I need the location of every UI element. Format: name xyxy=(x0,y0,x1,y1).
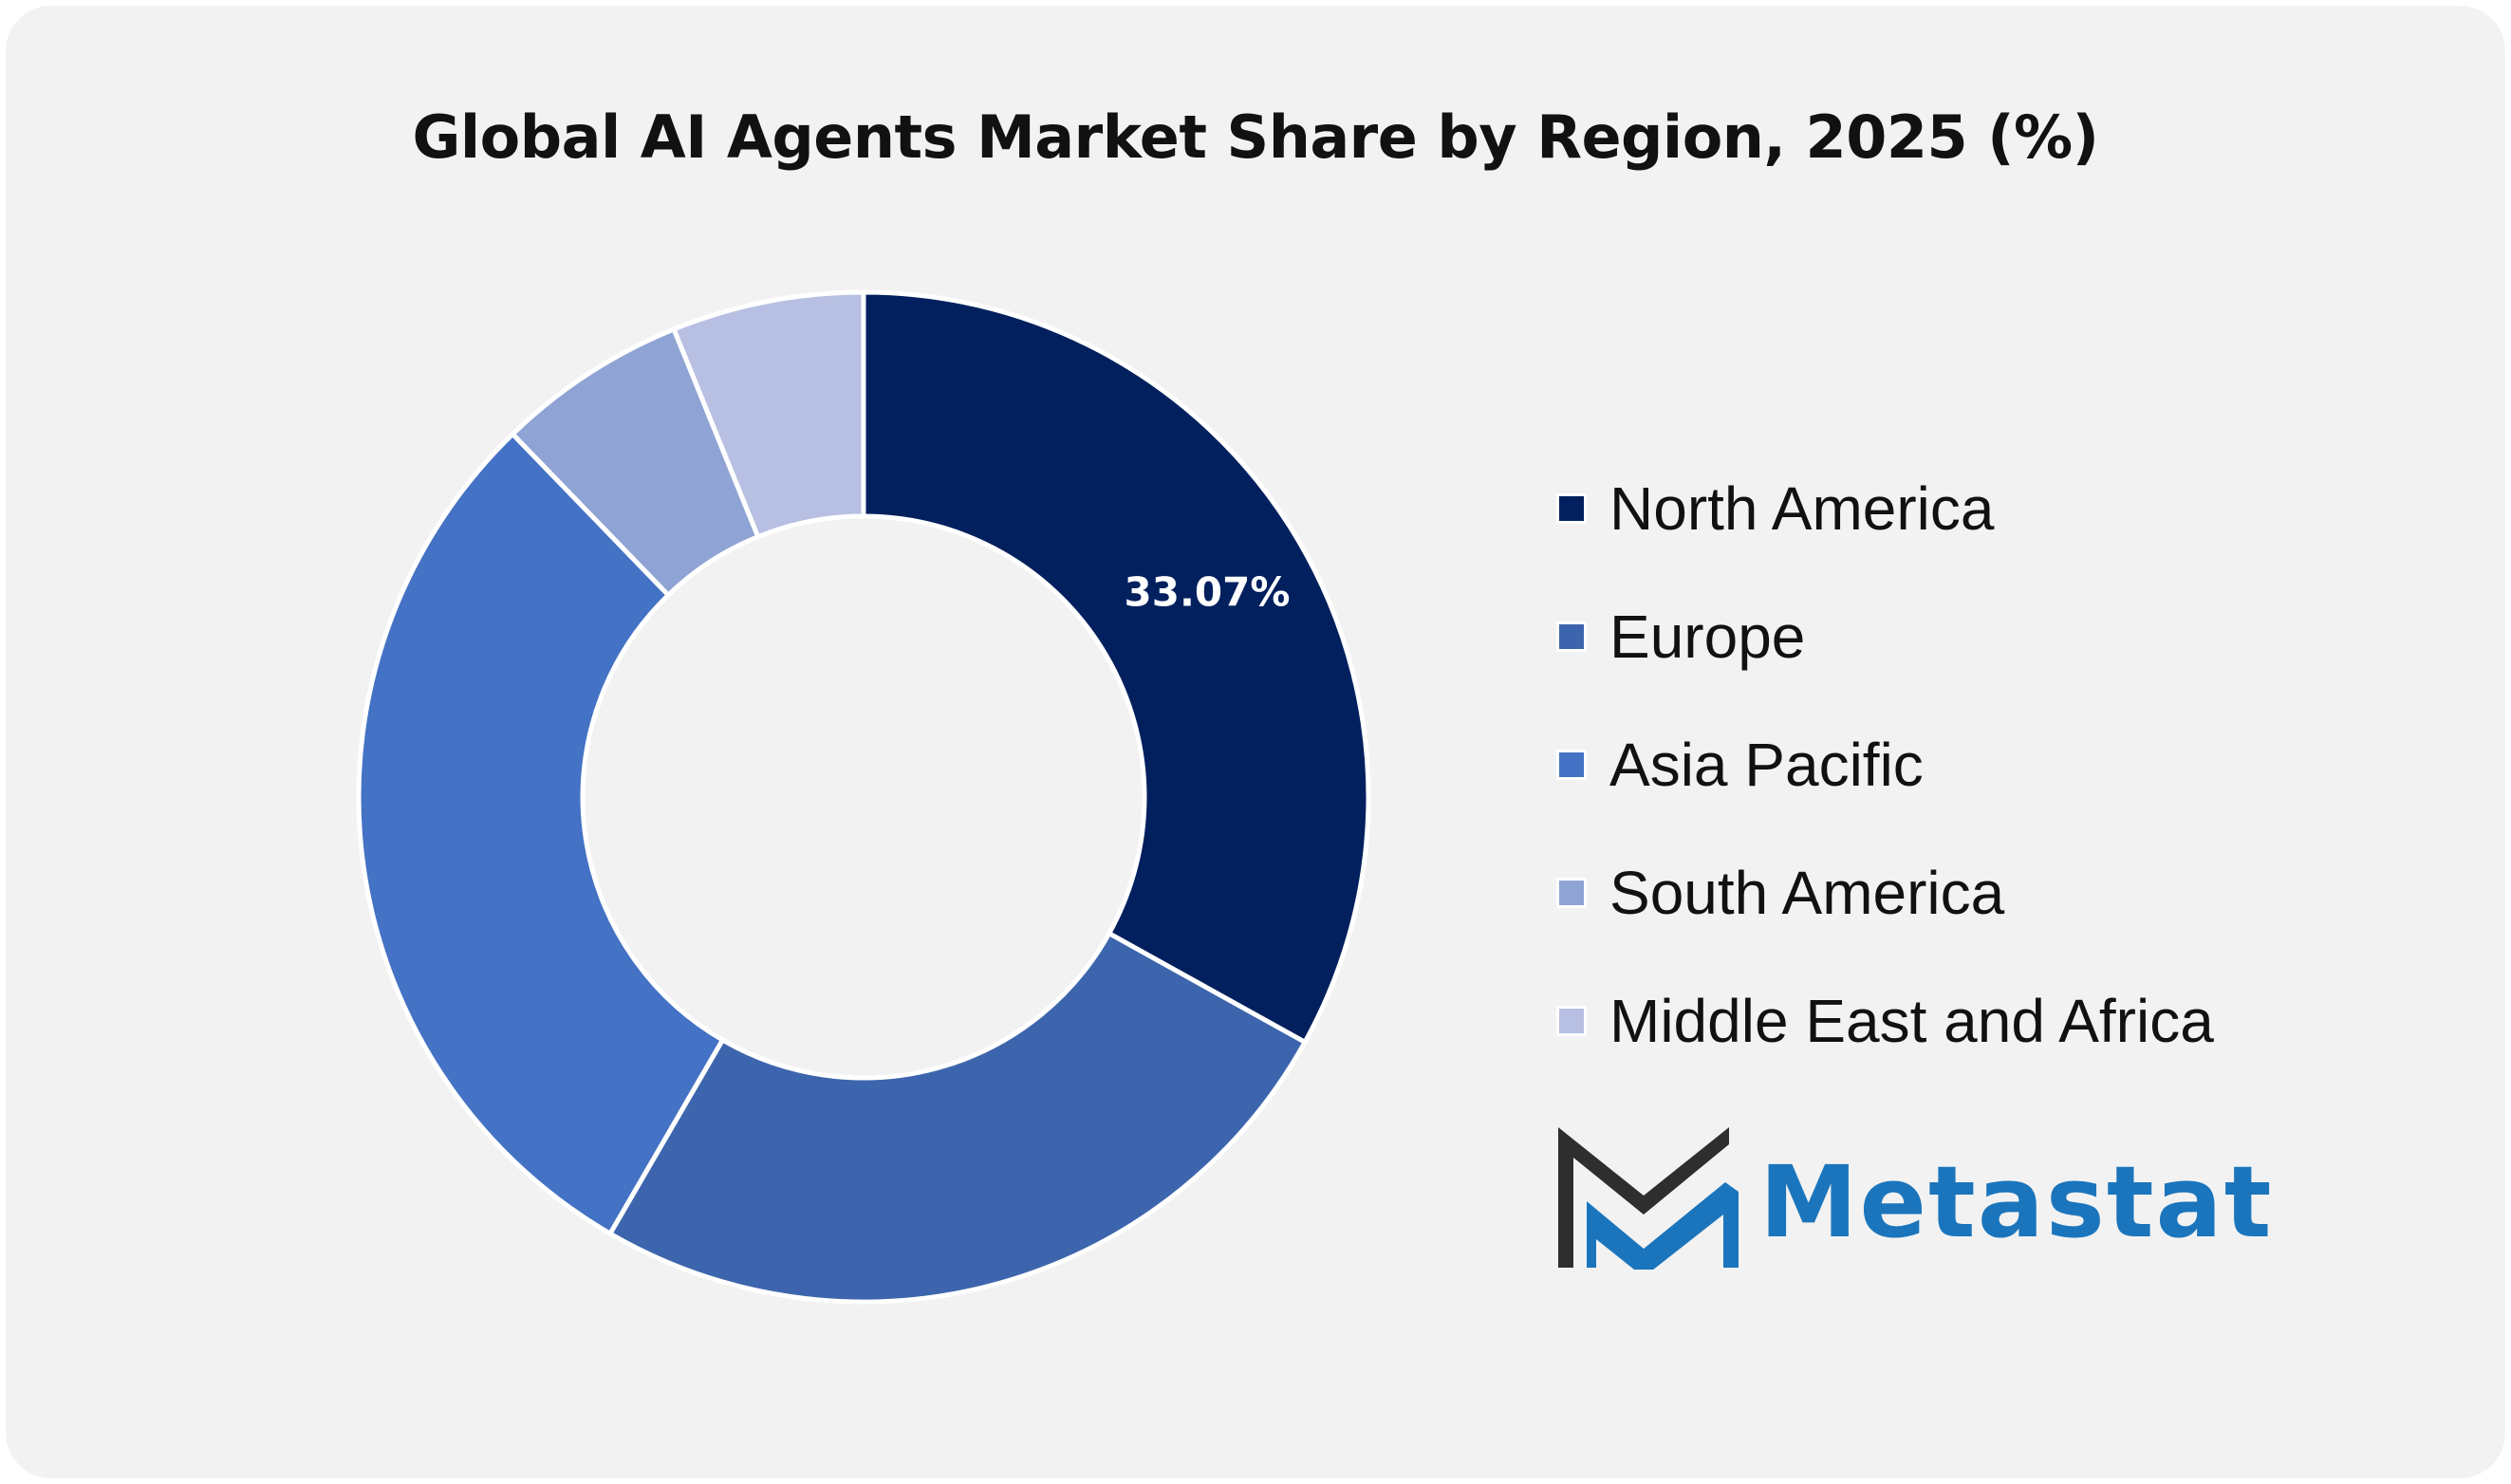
legend-label: North America xyxy=(1609,473,1995,543)
chart-title: Global AI Agents Market Share by Region,… xyxy=(412,102,2099,172)
brand-logo: Metastat xyxy=(1558,1127,2271,1270)
metastat-m-logo-icon xyxy=(1558,1127,1739,1270)
donut-slice-middle-east-and-africa xyxy=(670,289,866,540)
legend-item-asia-pacific: Asia Pacific xyxy=(1556,700,2214,828)
legend-label: South America xyxy=(1609,858,2005,927)
legend-item-north-america: North America xyxy=(1556,444,2214,572)
chart-legend: North America Europe Asia Pacific South … xyxy=(1556,444,2214,1085)
legend-item-middle-east-and-africa: Middle East and Africa xyxy=(1556,956,2214,1085)
donut-slices xyxy=(356,289,1371,1305)
legend-swatch xyxy=(1556,877,1587,908)
donut-slice-asia-pacific xyxy=(356,430,726,1237)
donut-slice-north-america xyxy=(861,289,1371,1046)
legend-label: Middle East and Africa xyxy=(1609,986,2214,1055)
donut-slice-europe xyxy=(606,930,1309,1305)
legend-label: Europe xyxy=(1609,602,1806,671)
data-label-north-america: 33.07% xyxy=(1125,568,1291,615)
legend-label: Asia Pacific xyxy=(1609,730,1924,799)
legend-swatch xyxy=(1556,621,1587,652)
legend-swatch xyxy=(1556,749,1587,780)
legend-item-europe: Europe xyxy=(1556,572,2214,700)
legend-swatch xyxy=(1556,1005,1587,1036)
legend-item-south-america: South America xyxy=(1556,828,2214,956)
brand-name: Metastat xyxy=(1759,1144,2274,1260)
donut-data-labels: 33.07% xyxy=(1125,568,1291,615)
legend-swatch xyxy=(1556,492,1587,524)
